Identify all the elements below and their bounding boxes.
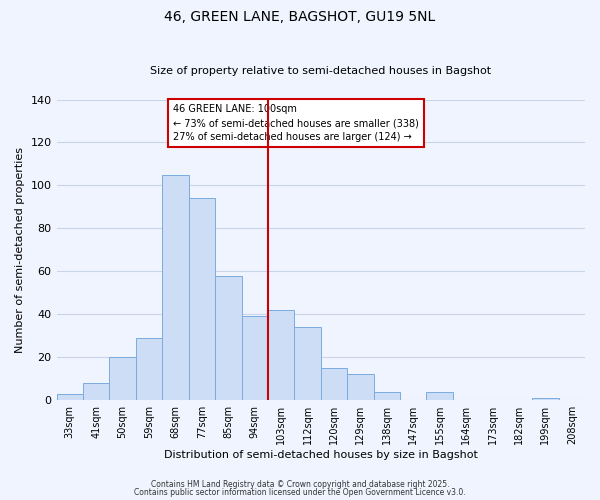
Text: 46 GREEN LANE: 100sqm
← 73% of semi-detached houses are smaller (338)
27% of sem: 46 GREEN LANE: 100sqm ← 73% of semi-deta…	[173, 104, 419, 142]
Y-axis label: Number of semi-detached properties: Number of semi-detached properties	[15, 147, 25, 353]
Bar	[83, 383, 109, 400]
Bar	[374, 392, 400, 400]
Bar	[109, 357, 136, 400]
Bar	[347, 374, 374, 400]
Text: 46, GREEN LANE, BAGSHOT, GU19 5NL: 46, GREEN LANE, BAGSHOT, GU19 5NL	[164, 10, 436, 24]
Bar	[188, 198, 215, 400]
Bar	[215, 276, 242, 400]
X-axis label: Distribution of semi-detached houses by size in Bagshot: Distribution of semi-detached houses by …	[164, 450, 478, 460]
Bar	[321, 368, 347, 400]
Title: Size of property relative to semi-detached houses in Bagshot: Size of property relative to semi-detach…	[150, 66, 491, 76]
Text: Contains HM Land Registry data © Crown copyright and database right 2025.: Contains HM Land Registry data © Crown c…	[151, 480, 449, 489]
Text: Contains public sector information licensed under the Open Government Licence v3: Contains public sector information licen…	[134, 488, 466, 497]
Bar	[295, 327, 321, 400]
Bar	[427, 392, 453, 400]
Bar	[532, 398, 559, 400]
Bar	[162, 174, 188, 400]
Bar	[56, 394, 83, 400]
Bar	[136, 338, 162, 400]
Bar	[242, 316, 268, 400]
Bar	[268, 310, 295, 400]
